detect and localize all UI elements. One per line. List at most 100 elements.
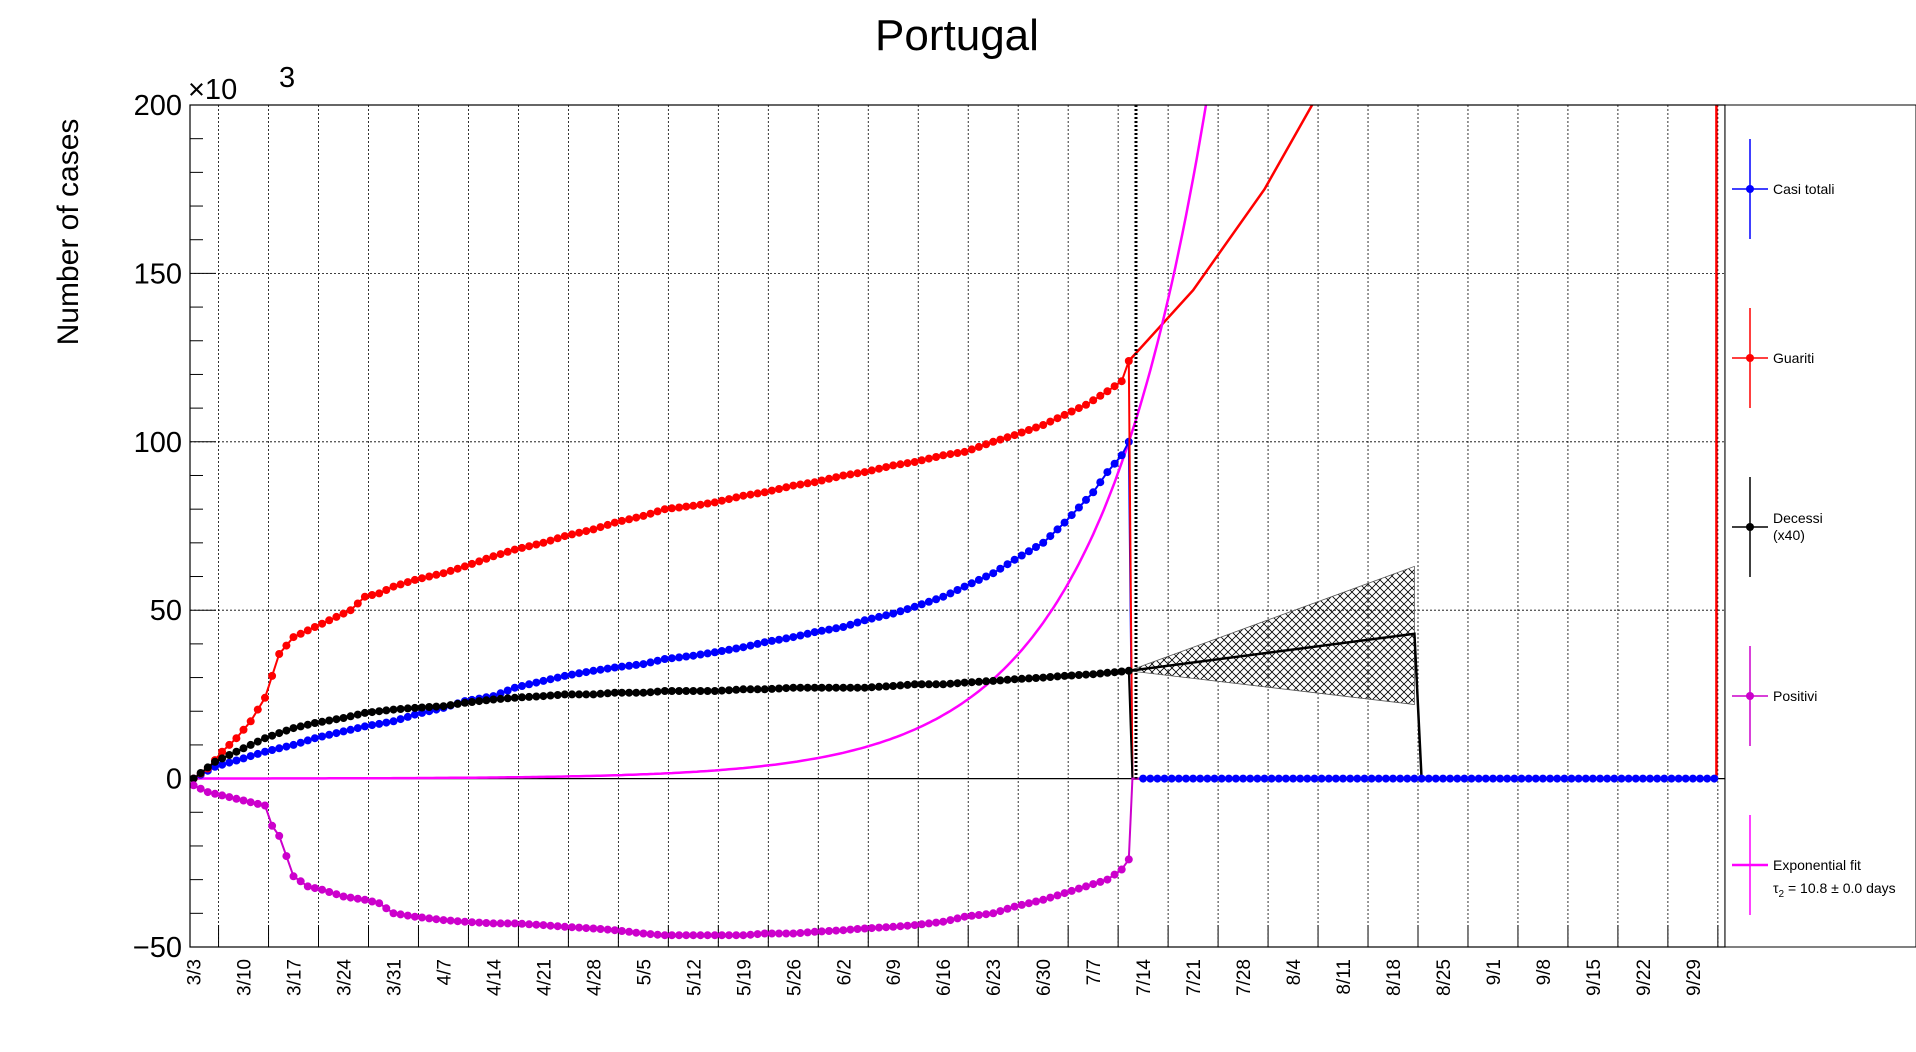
data-point-recovered (696, 500, 705, 509)
data-point-deaths (796, 683, 805, 692)
data-point-total-cases (1039, 538, 1048, 547)
data-point-recovered (917, 456, 926, 465)
data-point-total-cases (1046, 532, 1055, 541)
series-recovered (190, 357, 1715, 783)
data-point-total-cases (839, 623, 848, 631)
data-point-total-cases (832, 624, 841, 633)
data-point-recovered (346, 606, 355, 615)
data-point-positives (660, 931, 669, 940)
data-point-total-cases (732, 644, 741, 653)
data-point-recovered (489, 552, 498, 561)
data-point-recovered (946, 450, 955, 459)
data-point-total-cases (746, 641, 755, 650)
x-tick-label: 7/7 (1084, 959, 1105, 985)
data-point-zero (1281, 774, 1290, 783)
data-point-positives (782, 929, 791, 938)
data-point-recovered (282, 641, 291, 650)
data-point-zero (1453, 774, 1462, 783)
data-point-recovered (996, 435, 1005, 444)
data-point-deaths (1082, 670, 1090, 679)
legend-label: Guariti (1773, 350, 1814, 366)
data-point-recovered (1089, 396, 1098, 405)
data-point-recovered (846, 470, 855, 479)
data-point-recovered (410, 575, 419, 584)
data-point-deaths (1010, 675, 1019, 684)
data-point-recovered (796, 480, 805, 489)
data-point-positives (582, 924, 591, 933)
data-point-total-cases (867, 614, 876, 623)
data-point-total-cases (660, 655, 669, 663)
data-point-deaths (882, 682, 891, 691)
data-point-deaths (832, 683, 841, 692)
data-point-recovered (496, 550, 505, 559)
data-point-positives (532, 920, 541, 929)
data-point-total-cases (282, 742, 291, 751)
data-point-zero (1617, 774, 1626, 783)
data-point-total-cases (1117, 451, 1126, 460)
data-point-positives (910, 921, 919, 930)
data-point-positives (939, 917, 948, 926)
data-point-recovered (310, 623, 319, 631)
data-point-zero (1667, 774, 1676, 783)
data-point-recovered (425, 572, 434, 581)
data-point-recovered (225, 740, 234, 749)
legend-label: (x40) (1773, 527, 1805, 543)
data-point-deaths (1117, 667, 1126, 676)
data-point-total-cases (382, 718, 391, 727)
data-point-deaths (982, 677, 991, 686)
data-point-deaths (382, 706, 391, 715)
data-point-positives (289, 872, 298, 881)
data-point-zero (1631, 774, 1640, 783)
data-point-positives (432, 915, 441, 924)
data-point-recovered (725, 495, 733, 504)
data-point-total-cases (646, 658, 655, 667)
data-point-zero (1367, 774, 1376, 783)
data-point-deaths (789, 683, 798, 692)
data-point-zero (1481, 774, 1490, 783)
data-point-deaths (1003, 675, 1012, 684)
x-tick-label: 3/3 (185, 959, 206, 985)
data-point-recovered (1046, 417, 1055, 426)
data-point-positives (974, 911, 983, 919)
data-point-deaths (1067, 671, 1076, 680)
data-point-deaths (375, 707, 384, 716)
data-point-zero (1224, 774, 1233, 783)
data-point-positives (389, 909, 398, 918)
data-point-positives (196, 784, 205, 793)
data-point-deaths (825, 683, 833, 692)
data-point-recovered (689, 501, 698, 510)
data-point-positives (996, 907, 1005, 916)
x-tick-label: 5/19 (734, 959, 755, 996)
data-point-positives (346, 893, 355, 902)
data-point-positives (739, 931, 748, 940)
data-point-recovered (767, 486, 776, 495)
data-point-deaths (782, 684, 791, 693)
data-point-zero (1203, 774, 1212, 783)
x-tick-label: 9/22 (1634, 959, 1655, 996)
data-point-recovered (389, 582, 398, 591)
data-point-total-cases (503, 686, 512, 695)
data-point-recovered (446, 566, 455, 575)
data-point-positives (360, 895, 369, 904)
data-point-recovered (575, 528, 584, 537)
data-point-deaths (1110, 668, 1119, 677)
data-point-total-cases (910, 602, 919, 611)
data-point-positives (1096, 877, 1105, 886)
data-point-recovered (617, 516, 626, 525)
data-point-deaths (275, 729, 284, 738)
x-tick-label: 6/16 (934, 959, 955, 996)
data-point-recovered (825, 474, 833, 483)
data-point-positives (1117, 865, 1126, 874)
data-point-positives (353, 894, 362, 903)
data-point-total-cases (739, 643, 748, 652)
data-point-zero (1560, 774, 1569, 783)
data-point-recovered (646, 509, 655, 518)
data-point-positives (589, 924, 598, 933)
data-point-zero (1653, 774, 1662, 783)
data-point-positives (218, 791, 227, 800)
data-point-zero (1303, 774, 1312, 783)
data-point-positives (325, 888, 334, 896)
data-point-total-cases (946, 589, 955, 598)
data-point-total-cases (253, 749, 262, 758)
